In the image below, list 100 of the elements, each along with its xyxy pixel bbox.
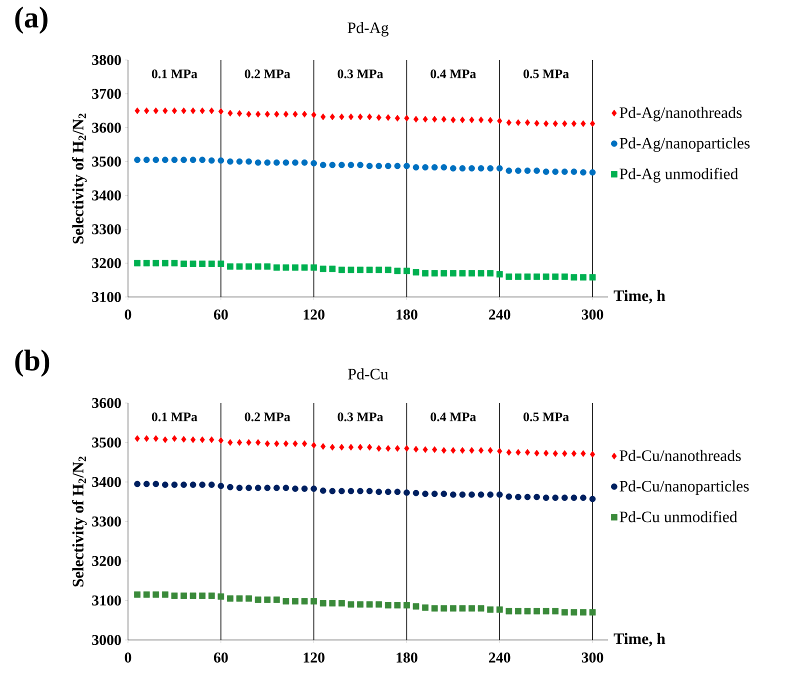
point <box>441 447 446 454</box>
point <box>478 165 484 172</box>
y-tick-label: 3200 <box>92 556 121 566</box>
point <box>209 436 214 444</box>
point <box>144 435 150 442</box>
point <box>254 159 262 166</box>
point <box>468 270 475 276</box>
point <box>358 444 363 451</box>
y-tick-label: 3000 <box>92 634 121 646</box>
point <box>310 264 318 271</box>
annotation: 0.4 MPa <box>430 70 476 78</box>
point <box>218 108 224 115</box>
point <box>469 116 474 124</box>
point <box>310 486 318 492</box>
point <box>330 113 335 120</box>
point <box>562 450 568 457</box>
point <box>162 436 168 444</box>
point <box>524 168 531 174</box>
x-axis-title: Time, h <box>614 632 666 646</box>
point <box>228 110 233 117</box>
point <box>348 488 354 494</box>
point <box>413 446 419 453</box>
x-tick-label: 120 <box>304 652 324 663</box>
y-tick-label: 3800 <box>92 54 121 66</box>
point <box>358 113 363 120</box>
point <box>450 491 456 498</box>
point <box>422 116 428 123</box>
annotation: 0.1 MPa <box>152 70 198 78</box>
point <box>199 592 206 599</box>
point <box>171 482 178 488</box>
point <box>134 156 140 164</box>
point <box>338 162 345 168</box>
point <box>589 609 596 616</box>
point <box>330 444 335 451</box>
point <box>282 598 290 604</box>
point <box>320 443 326 450</box>
point <box>218 482 224 490</box>
point <box>348 444 354 451</box>
point <box>497 448 502 455</box>
y-tick-label: 3400 <box>92 190 121 200</box>
point <box>311 442 316 449</box>
point <box>487 491 494 498</box>
point <box>218 437 224 444</box>
point <box>366 162 373 170</box>
point <box>404 489 410 496</box>
point <box>180 592 187 599</box>
point <box>264 263 271 270</box>
point <box>348 266 354 274</box>
point <box>254 596 262 603</box>
point <box>534 273 540 280</box>
point <box>432 446 438 453</box>
y-tick-label: 3500 <box>92 156 121 167</box>
point <box>162 591 168 598</box>
point <box>171 156 178 164</box>
point <box>580 169 586 176</box>
point <box>468 165 475 172</box>
point <box>580 609 586 616</box>
point <box>143 156 150 164</box>
point <box>273 264 280 271</box>
point <box>404 162 410 170</box>
point <box>422 446 428 453</box>
point <box>376 266 382 274</box>
point <box>172 435 178 442</box>
point <box>487 270 494 276</box>
annotation: 0.4 MPa <box>430 412 476 422</box>
point <box>413 116 419 123</box>
point <box>516 448 521 456</box>
point <box>283 440 289 448</box>
annotation: 0.1 MPa <box>152 412 198 422</box>
point <box>357 488 364 494</box>
point <box>394 488 401 496</box>
point <box>384 602 392 608</box>
point <box>386 445 391 452</box>
y-tick-label: 3600 <box>92 122 121 133</box>
legend-label: Pd-Cu unmodified <box>620 510 738 522</box>
point <box>339 113 344 120</box>
point <box>459 270 466 276</box>
point <box>534 608 540 614</box>
point <box>590 120 596 128</box>
point <box>143 591 150 598</box>
point <box>320 266 326 272</box>
point <box>524 494 531 500</box>
point <box>292 598 298 604</box>
point <box>181 436 186 443</box>
point <box>404 268 410 274</box>
point <box>310 598 318 604</box>
point <box>171 592 178 599</box>
point <box>152 591 160 598</box>
x-axis-title: Time, h <box>614 290 666 304</box>
point <box>570 168 578 175</box>
point <box>460 447 466 454</box>
point <box>162 482 168 488</box>
x-tick-label: 180 <box>396 310 418 320</box>
point <box>236 110 242 117</box>
point <box>422 604 428 611</box>
point <box>562 120 568 128</box>
point <box>384 266 392 274</box>
point <box>152 156 160 164</box>
y-axis-title: Selectivity of H$_{2}$/N$_{2}$ <box>72 114 87 244</box>
point <box>181 107 186 114</box>
